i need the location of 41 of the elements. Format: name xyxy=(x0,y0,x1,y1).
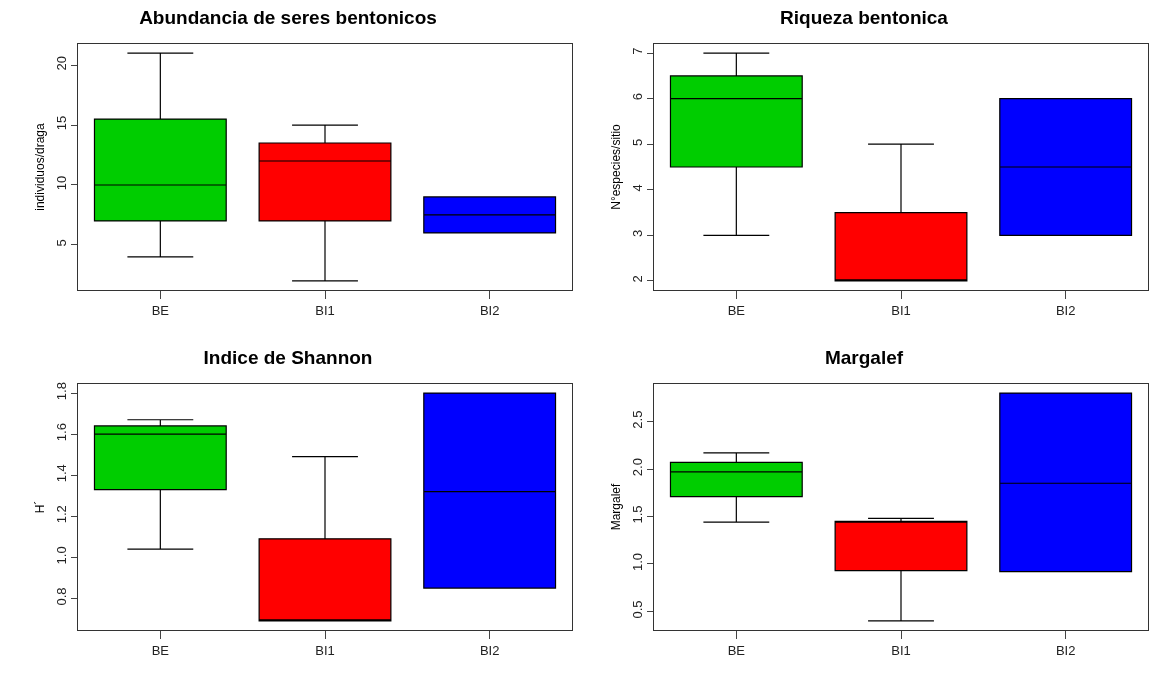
x-tick-label: BI1 xyxy=(891,302,911,318)
y-tick-label: 1.8 xyxy=(53,382,69,401)
y-tick-label: 1.6 xyxy=(53,423,69,442)
y-tick-label: 3 xyxy=(629,229,645,237)
y-axis-title: H´ xyxy=(33,500,47,514)
y-tick-label: 1.2 xyxy=(53,505,69,524)
y-tick-label: 5 xyxy=(629,138,645,146)
y-tick-label: 0.5 xyxy=(629,600,645,619)
x-tick-label: BI2 xyxy=(479,642,500,658)
y-tick-label: 5 xyxy=(53,239,69,247)
y-tick-label: 2 xyxy=(629,275,645,283)
y-axis-title: individuos/draga xyxy=(33,122,47,211)
x-tick-label: BI2 xyxy=(1055,302,1076,318)
chart-title: Riqueza bentonica xyxy=(780,6,949,28)
y-tick-label: 10 xyxy=(53,175,69,191)
y-tick-label: 20 xyxy=(53,55,69,71)
x-tick-label: BE xyxy=(151,302,170,318)
y-tick-label: 6 xyxy=(629,93,645,101)
x-tick-label: BI1 xyxy=(315,642,335,658)
y-axis-title: N°especies/sitio xyxy=(609,123,623,210)
x-tick-label: BI2 xyxy=(479,302,500,318)
x-tick-label: BE xyxy=(727,302,746,318)
x-tick-label: BI1 xyxy=(891,642,911,658)
y-tick-label: 2.0 xyxy=(629,458,645,477)
y-tick-label: 1.0 xyxy=(629,552,645,572)
chart-title: Margalef xyxy=(824,346,904,368)
y-tick-label: 2.5 xyxy=(629,410,645,429)
y-tick-label: 1.5 xyxy=(629,505,645,524)
y-tick-label: 4 xyxy=(629,184,645,192)
chart-title: Abundancia de seres bentonicos xyxy=(139,6,437,28)
x-tick-label: BE xyxy=(151,642,170,658)
x-tick-label: BE xyxy=(727,642,746,658)
y-tick-label: 15 xyxy=(53,115,69,131)
y-tick-label: 7 xyxy=(629,47,645,55)
y-tick-label: 1.4 xyxy=(53,464,69,483)
y-axis-title: Margalef xyxy=(609,482,623,531)
y-tick-label: 1.0 xyxy=(53,546,69,565)
chart-title: Indice de Shannon xyxy=(203,346,373,368)
y-tick-label: 0.8 xyxy=(53,587,69,606)
x-tick-label: BI2 xyxy=(1055,642,1076,658)
x-tick-label: BI1 xyxy=(315,302,335,318)
